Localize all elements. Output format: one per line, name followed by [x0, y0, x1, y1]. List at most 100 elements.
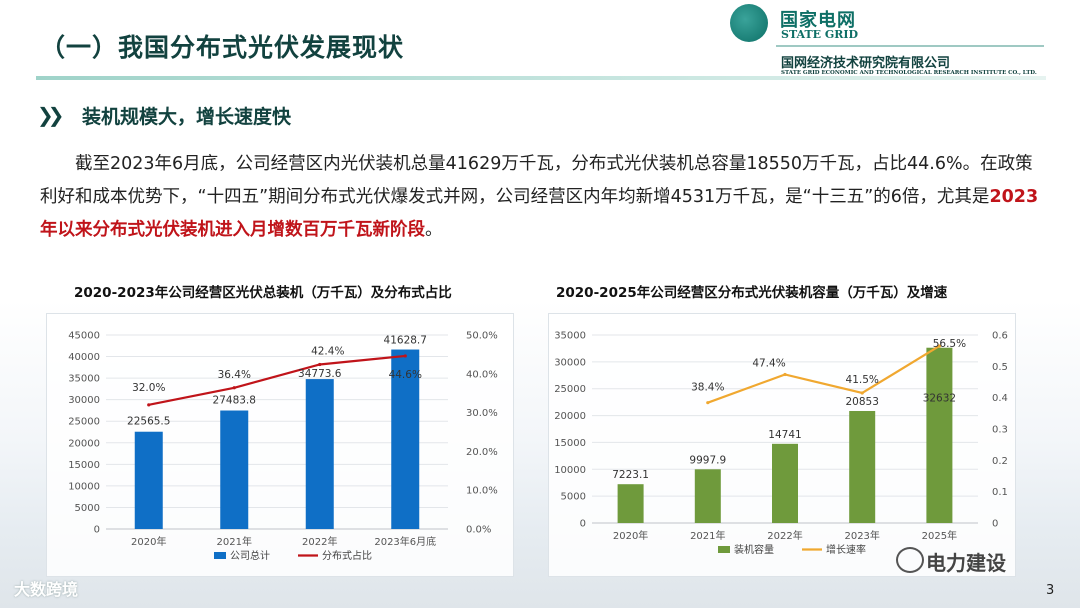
x-tick-label: 2023年6月底 — [374, 535, 436, 548]
bar-value-label: 27483.8 — [213, 395, 256, 407]
bar — [305, 379, 334, 529]
legend-swatch-bar — [718, 546, 730, 553]
y-left-tick-label: 25000 — [68, 417, 100, 428]
double-chevron-icon: ❯❯ — [37, 103, 64, 127]
line-point — [147, 403, 151, 407]
bar-value-label: 20853 — [845, 396, 878, 408]
y-right-tick-label: 20.0% — [466, 447, 498, 458]
line-value-label: 41.5% — [846, 374, 879, 386]
bar — [391, 349, 420, 529]
logo-name-en: STATE GRID — [781, 28, 859, 41]
body-paragraph: 截至2023年6月底，公司经营区内光伏装机总量41629万千瓦，分布式光伏装机总… — [40, 148, 1040, 247]
y-left-tick-label: 45000 — [68, 331, 100, 342]
watermark-right: 电力建设 — [926, 551, 1006, 575]
bar-value-label: 22565.5 — [127, 416, 170, 428]
y-left-tick-label: 20000 — [68, 438, 100, 449]
bar — [134, 431, 163, 529]
y-left-tick-label: 10000 — [554, 465, 586, 476]
line-point — [403, 354, 407, 358]
y-left-tick-label: 30000 — [554, 357, 586, 368]
x-tick-label: 2020年 — [131, 535, 166, 548]
chart1-title: 2020-2023年公司经营区光伏总装机（万千瓦）及分布式占比 — [74, 285, 452, 301]
x-tick-label: 2020年 — [613, 529, 648, 542]
bar-value-label: 7223.1 — [612, 469, 649, 481]
x-tick-label: 2022年 — [302, 535, 337, 548]
y-right-tick-label: 0.6 — [992, 331, 1008, 342]
legend-label: 分布式占比 — [322, 549, 372, 562]
line-point — [937, 344, 941, 348]
institute-name-cn: 国网经济技术研究院有限公司 — [781, 56, 951, 71]
bar — [694, 469, 721, 523]
line-value-label: 56.5% — [933, 338, 966, 350]
legend-label: 公司总计 — [230, 549, 270, 562]
line-point — [706, 401, 710, 405]
y-right-tick-label: 0.1 — [992, 487, 1008, 498]
y-right-tick-label: 0.4 — [992, 393, 1008, 404]
legend-label: 增长速率 — [826, 543, 866, 556]
y-left-tick-label: 15000 — [68, 460, 100, 471]
line-value-label: 36.4% — [218, 369, 251, 381]
chart2-title: 2020-2025年公司经营区分布式光伏装机容量（万千瓦）及增速 — [556, 285, 948, 301]
y-right-tick-label: 0.5 — [992, 362, 1008, 373]
y-left-tick-label: 30000 — [68, 395, 100, 406]
chart2-svg: 0 5000 10000 15000 20000 25000 30000 35000 0 0.1 0… — [554, 331, 1008, 557]
line-value-label: 38.4% — [691, 382, 724, 394]
bar-value-label: 14741 — [768, 429, 801, 441]
x-tick-label: 2025年 — [922, 529, 957, 542]
y-right-tick-label: 0 — [992, 519, 998, 530]
bar — [926, 347, 953, 523]
y-right-tick-label: 0.3 — [992, 425, 1008, 436]
page-title: （一）我国分布式光伏发展现状 — [40, 33, 405, 62]
subheading: 装机规模大，增长速度快 — [82, 106, 292, 128]
bar-value-label: 32632 — [923, 393, 956, 405]
watermark-left: 大数跨境 — [14, 580, 79, 599]
line-value-label: 32.0% — [132, 382, 165, 394]
y-left-tick-label: 20000 — [554, 411, 586, 422]
legend-label: 装机容量 — [734, 543, 774, 556]
y-right-tick-label: 30.0% — [466, 408, 498, 419]
y-left-tick-label: 0 — [580, 519, 586, 530]
x-tick-label: 2022年 — [767, 529, 802, 542]
y-left-tick-label: 0 — [94, 525, 100, 536]
bar — [772, 443, 798, 523]
x-tick-label: 2021年 — [217, 535, 252, 548]
wechat-icon — [896, 547, 924, 573]
bar-value-label: 34773.6 — [298, 368, 342, 380]
x-tick-label: 2021年 — [690, 529, 725, 542]
paragraph-end: 。 — [425, 220, 443, 240]
line-value-label: 44.6% — [389, 369, 422, 381]
line-point — [232, 386, 236, 390]
y-right-tick-label: 0.2 — [992, 456, 1008, 467]
legend-swatch-bar — [214, 552, 226, 559]
logo-divider — [776, 45, 1044, 47]
title-underline — [36, 76, 1046, 80]
bar — [220, 410, 249, 529]
line-value-label: 42.4% — [311, 345, 344, 357]
line-point — [783, 372, 787, 377]
y-left-tick-label: 35000 — [554, 331, 586, 342]
y-right-tick-label: 10.0% — [466, 486, 498, 497]
series-line — [707, 345, 940, 404]
y-right-tick-label: 0.0% — [466, 525, 491, 536]
y-right-tick-label: 50.0% — [466, 331, 498, 342]
y-left-tick-label: 40000 — [68, 352, 100, 363]
y-left-tick-label: 15000 — [554, 438, 586, 449]
y-left-tick-label: 10000 — [68, 481, 100, 492]
state-grid-logo-icon — [730, 4, 768, 42]
paragraph-highlight: 2023年以来分布式光伏装机进入月增数百万千瓦新阶段 — [40, 187, 1039, 240]
institute-name-en: STATE GRID ECONOMIC AND TECHNOLOGICAL RE… — [781, 70, 1037, 76]
logo-name-cn: 国家电网 — [780, 10, 856, 31]
x-tick-label: 2023年 — [844, 529, 879, 542]
y-left-tick-label: 25000 — [554, 384, 586, 395]
series-line — [148, 354, 406, 406]
bar — [617, 484, 644, 523]
bar-value-label: 9997.9 — [689, 454, 726, 466]
chart1-svg: 0 5000 10000 15000 20000 25000 30000 35000 40000… — [68, 331, 498, 563]
y-left-tick-label: 5000 — [75, 503, 100, 514]
bar-value-label: 41628.7 — [384, 335, 427, 347]
line-point — [860, 391, 864, 395]
paragraph-text: 截至2023年6月底，公司经营区内光伏装机总量41629万千瓦，分布式光伏装机总… — [40, 154, 1033, 207]
page-number: 3 — [1046, 583, 1055, 598]
bar — [849, 410, 876, 523]
y-left-tick-label: 35000 — [68, 374, 100, 385]
